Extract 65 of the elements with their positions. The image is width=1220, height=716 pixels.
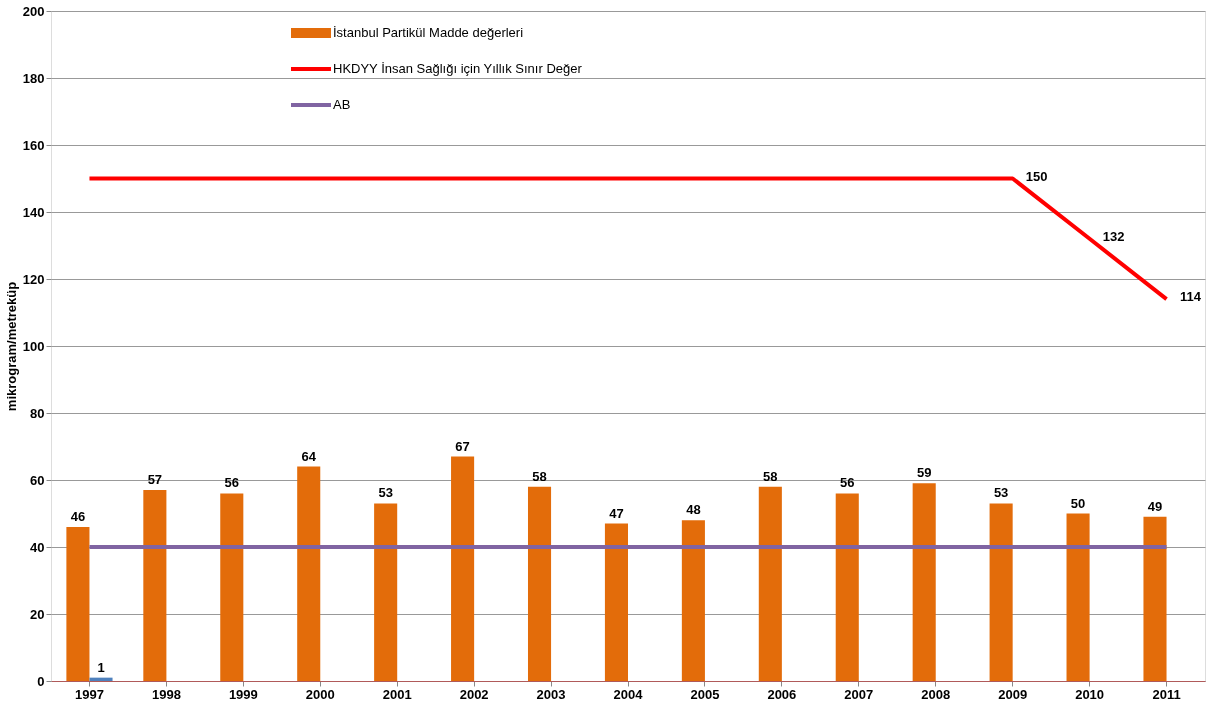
x-tick-label: 2001	[382, 686, 412, 702]
data-label: 57	[147, 472, 163, 488]
x-tick-label: 2002	[459, 686, 489, 702]
y-tick-label: 20	[30, 606, 45, 622]
bar	[374, 503, 398, 681]
data-label: 59	[916, 465, 932, 481]
y-tick-label: 60	[30, 472, 45, 488]
bar	[451, 456, 475, 681]
x-tick-label: 2000	[305, 686, 335, 702]
y-tick-label: 140	[22, 204, 45, 220]
x-tick-label: 2008	[921, 686, 951, 702]
bar	[66, 526, 90, 681]
y-tick-label: 160	[22, 137, 45, 153]
data-label: 132	[1102, 228, 1125, 244]
data-label: 58	[532, 468, 547, 484]
data-label: 47	[609, 505, 624, 521]
bar	[89, 677, 113, 681]
data-label: 64	[301, 448, 317, 464]
legend-label: HKDYY İnsan Sağlığı için Yıllık Sınır Değer	[333, 61, 583, 76]
bar	[1143, 516, 1167, 681]
data-label: 58	[763, 468, 778, 484]
bar	[912, 483, 936, 681]
x-tick-label: 2004	[613, 686, 644, 702]
bar	[220, 493, 244, 681]
x-tick-label: 2006	[767, 686, 797, 702]
bar	[758, 486, 782, 681]
x-tick-label: 2011	[1152, 686, 1181, 702]
data-label: 56	[840, 475, 855, 491]
data-label: 53	[993, 485, 1009, 501]
x-tick-label: 2003	[536, 686, 566, 702]
data-label: 46	[70, 508, 86, 524]
legend-label: AB	[333, 97, 351, 112]
x-tick-label: 2009	[998, 686, 1028, 702]
data-label: 50	[1070, 495, 1086, 511]
bar	[989, 503, 1013, 681]
x-tick-label: 2010	[1075, 686, 1105, 702]
data-label: 56	[224, 475, 240, 491]
y-tick-label: 200	[22, 3, 45, 19]
data-label: 150	[1025, 168, 1048, 184]
data-label: 48	[686, 502, 701, 518]
y-axis-title: mikrogram/metreküp	[3, 281, 19, 412]
bar	[1066, 513, 1090, 681]
legend-label: İstanbul Partikül Madde değerleri	[333, 25, 524, 40]
y-tick-label: 80	[30, 405, 45, 421]
data-label: 49	[1147, 498, 1163, 514]
x-tick-label: 1998	[151, 686, 181, 702]
y-tick-label: 40	[30, 539, 45, 555]
data-label: 1	[97, 659, 105, 675]
x-tick-label: 2005	[690, 686, 720, 702]
y-tick-label: 120	[22, 271, 45, 287]
data-label: 53	[378, 485, 393, 501]
bar	[527, 486, 552, 681]
y-tick-label: 100	[22, 338, 45, 354]
bar	[143, 490, 167, 681]
data-label: 114	[1180, 289, 1202, 305]
x-tick-label: 2007	[844, 686, 874, 702]
y-tick-label: 180	[22, 70, 45, 86]
x-tick-label: 1997	[75, 686, 104, 702]
data-label: 67	[455, 438, 470, 454]
bar	[681, 520, 705, 681]
x-tick-label: 1999	[228, 686, 258, 702]
bar	[604, 523, 628, 681]
bar	[835, 493, 859, 681]
bar	[297, 466, 321, 681]
y-tick-label: 0	[37, 673, 45, 689]
